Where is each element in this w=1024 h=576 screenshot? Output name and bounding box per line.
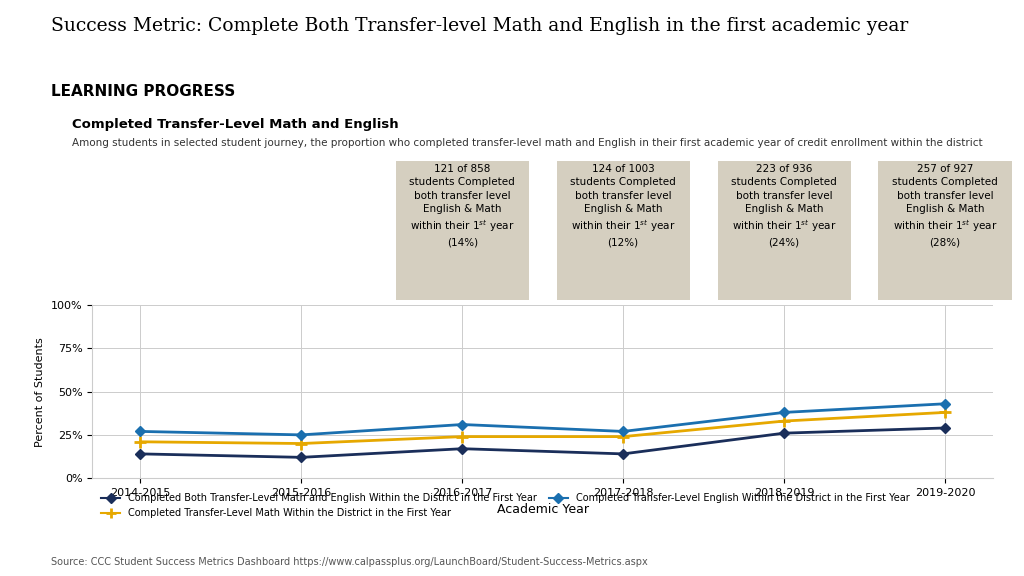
Completed Transfer-Level English Within the District in the First Year bbox=[456, 421, 468, 428]
Text: 257 of 927
students Completed
both transfer level
English & Math
within their 1$: 257 of 927 students Completed both trans… bbox=[892, 164, 997, 248]
Line: Completed Both Transfer-Level Math and English Within the District in the First Year: Completed Both Transfer-Level Math and E… bbox=[137, 425, 948, 461]
Text: Completed Transfer-Level Math and English: Completed Transfer-Level Math and Englis… bbox=[72, 118, 398, 131]
Text: Success Metric: Complete Both Transfer-level Math and English in the first acade: Success Metric: Complete Both Transfer-l… bbox=[51, 17, 908, 35]
Completed Transfer-Level Math Within the District in the First Year bbox=[134, 438, 146, 445]
Completed Both Transfer-Level Math and English Within the District in the First Year bbox=[778, 430, 791, 437]
Completed Transfer-Level English Within the District in the First Year bbox=[134, 428, 146, 435]
Completed Transfer-Level Math Within the District in the First Year bbox=[778, 418, 791, 425]
Completed Both Transfer-Level Math and English Within the District in the First Year bbox=[617, 450, 630, 457]
Completed Transfer-Level Math Within the District in the First Year bbox=[939, 409, 951, 416]
Completed Transfer-Level English Within the District in the First Year bbox=[939, 400, 951, 407]
Completed Transfer-Level Math Within the District in the First Year bbox=[456, 433, 468, 440]
Legend: Completed Both Transfer-Level Math and English Within the District in the First : Completed Both Transfer-Level Math and E… bbox=[97, 490, 913, 522]
Line: Completed Transfer-Level Math Within the District in the First Year: Completed Transfer-Level Math Within the… bbox=[135, 407, 950, 449]
Text: 121 of 858
students Completed
both transfer level
English & Math
within their 1$: 121 of 858 students Completed both trans… bbox=[410, 164, 515, 248]
Completed Transfer-Level English Within the District in the First Year bbox=[617, 428, 630, 435]
Completed Transfer-Level Math Within the District in the First Year bbox=[295, 440, 307, 447]
X-axis label: Academic Year: Academic Year bbox=[497, 503, 589, 516]
Line: Completed Transfer-Level English Within the District in the First Year: Completed Transfer-Level English Within … bbox=[137, 400, 948, 438]
Text: LEARNING PROGRESS: LEARNING PROGRESS bbox=[51, 84, 236, 98]
Completed Transfer-Level English Within the District in the First Year bbox=[778, 409, 791, 416]
Completed Both Transfer-Level Math and English Within the District in the First Year bbox=[295, 454, 307, 461]
Text: Among students in selected student journey, the proportion who completed transfe: Among students in selected student journ… bbox=[72, 138, 982, 148]
Completed Both Transfer-Level Math and English Within the District in the First Year bbox=[456, 445, 468, 452]
Completed Both Transfer-Level Math and English Within the District in the First Year bbox=[134, 450, 146, 457]
Completed Transfer-Level English Within the District in the First Year bbox=[295, 431, 307, 438]
Completed Both Transfer-Level Math and English Within the District in the First Year bbox=[939, 425, 951, 431]
Text: Source: CCC Student Success Metrics Dashboard https://www.calpassplus.org/Launch: Source: CCC Student Success Metrics Dash… bbox=[51, 558, 648, 567]
Text: 124 of 1003
students Completed
both transfer level
English & Math
within their 1: 124 of 1003 students Completed both tran… bbox=[570, 164, 676, 248]
Text: 223 of 936
students Completed
both transfer level
English & Math
within their 1$: 223 of 936 students Completed both trans… bbox=[731, 164, 837, 248]
Y-axis label: Percent of Students: Percent of Students bbox=[35, 337, 45, 446]
Completed Transfer-Level Math Within the District in the First Year bbox=[617, 433, 630, 440]
